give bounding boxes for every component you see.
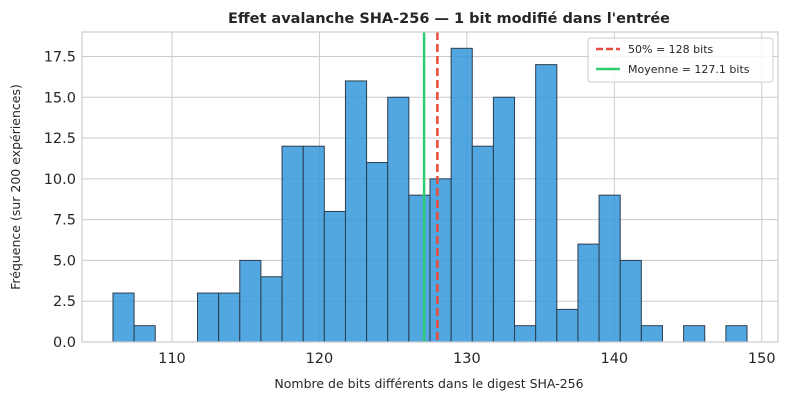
- y-tick-label: 15.0: [44, 90, 76, 106]
- histogram-bar: [556, 308, 579, 343]
- histogram-bar: [366, 162, 389, 343]
- histogram-bar: [514, 325, 537, 343]
- y-tick-label: 5.0: [53, 253, 76, 269]
- x-tick-label: 120: [306, 351, 334, 367]
- x-axis-label: Nombre de bits différents dans le digest…: [274, 376, 583, 391]
- histogram-bar: [408, 194, 431, 343]
- y-axis-label: Fréquence (sur 200 expériences): [8, 84, 23, 290]
- legend-label-mean: Moyenne = 127.1 bits: [628, 63, 750, 76]
- histogram-bar: [535, 64, 558, 343]
- histogram-bar: [640, 325, 663, 343]
- histogram-bar: [429, 178, 452, 343]
- histogram-bar: [598, 194, 621, 343]
- histogram-bar: [239, 259, 262, 343]
- histogram-bar: [302, 145, 325, 343]
- histogram-bar: [281, 145, 304, 343]
- legend-box: [587, 37, 774, 83]
- reference-lines: [422, 32, 439, 342]
- histogram-bar: [450, 47, 473, 343]
- histogram-bar: [344, 80, 368, 343]
- y-tick-label: 7.5: [53, 213, 76, 229]
- histogram-bar: [683, 325, 706, 343]
- y-tick-label: 17.5: [44, 49, 76, 65]
- histogram-bars: [112, 47, 748, 343]
- histogram-bar: [387, 96, 410, 343]
- y-tick-labels: 0.0 2.5 5.0 7.5 10.0 12.5 15.0 17.5: [44, 49, 76, 351]
- histogram-bar: [197, 292, 220, 343]
- x-tick-label: 130: [453, 351, 481, 367]
- histogram-bar: [133, 325, 156, 343]
- histogram-bar: [492, 96, 516, 343]
- histogram-bar: [619, 259, 642, 343]
- x-tick-labels: 110 120 130 140 150: [158, 351, 776, 367]
- x-tick-label: 150: [748, 351, 776, 367]
- plot-frame: [81, 31, 779, 343]
- histogram-bar: [218, 292, 241, 343]
- x-tick-label: 140: [600, 351, 628, 367]
- chart-title: Effet avalanche SHA-256 — 1 bit modifié …: [228, 11, 670, 27]
- y-tick-label: 0.0: [53, 335, 76, 351]
- histogram-bar: [577, 243, 600, 343]
- histogram-bar: [471, 145, 494, 343]
- legend-label-50-percent: 50% = 128 bits: [628, 43, 714, 56]
- histogram-bar: [112, 292, 135, 343]
- histogram-bar: [323, 210, 346, 343]
- histogram-bar: [260, 276, 283, 343]
- x-tick-label: 110: [158, 351, 186, 367]
- y-tick-label: 2.5: [53, 294, 76, 310]
- legend: 50% = 128 bits Moyenne = 127.1 bits: [587, 37, 774, 83]
- histogram-bar: [725, 325, 748, 343]
- y-tick-label: 12.5: [44, 131, 76, 147]
- y-tick-label: 10.0: [44, 172, 76, 188]
